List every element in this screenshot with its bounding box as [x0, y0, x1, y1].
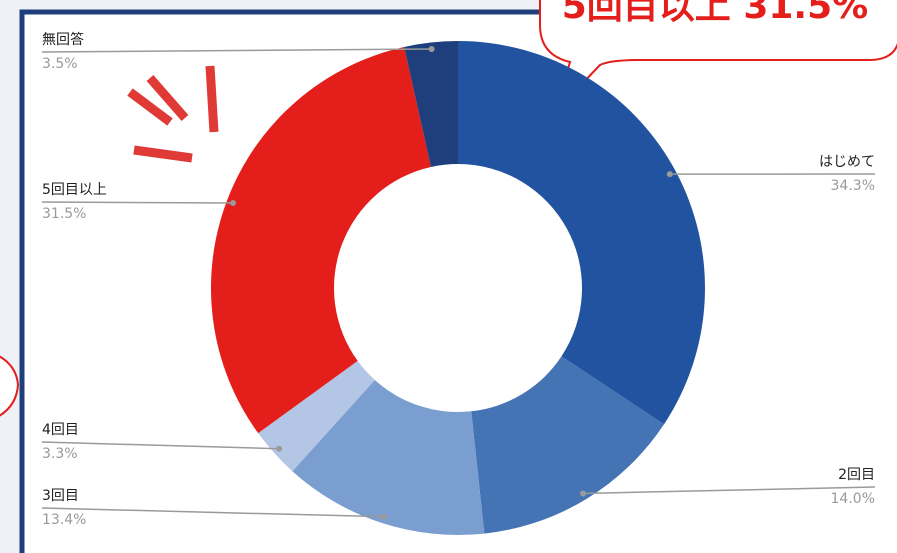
leader-dot — [580, 490, 586, 496]
slice-label: 4回目 — [42, 422, 79, 438]
slice-value: 14.0% — [831, 491, 875, 507]
leader-dot — [230, 200, 236, 206]
slice-value: 13.4% — [42, 512, 86, 528]
page: 5回目以上 31.5% はじめて 34.3% 2回目 14.0% 3回目 13.4% 4回目… — [0, 0, 897, 553]
slice-label: 3回目 — [42, 488, 79, 504]
slice-label: 2回目 — [838, 467, 875, 483]
chart: 5回目以上 31.5% はじめて 34.3% 2回目 14.0% 3回目 13.4% 4回目… — [0, 0, 897, 553]
slice-label: はじめて — [819, 154, 875, 170]
side-bubble — [0, 345, 18, 428]
leader-dot — [381, 514, 387, 520]
leader-dot — [276, 446, 282, 452]
slice-value: 34.3% — [831, 178, 875, 194]
callout-text: 5回目以上 31.5% — [562, 0, 868, 27]
slice-label: 無回答 — [42, 31, 84, 48]
slice-value: 3.3% — [42, 446, 78, 462]
leader-dot — [429, 46, 435, 52]
slice-value: 31.5% — [42, 206, 86, 222]
slice-value: 3.5% — [42, 56, 78, 72]
leader-line — [42, 202, 233, 203]
leader-dot — [667, 171, 673, 177]
slice-label: 5回目以上 — [42, 182, 107, 198]
